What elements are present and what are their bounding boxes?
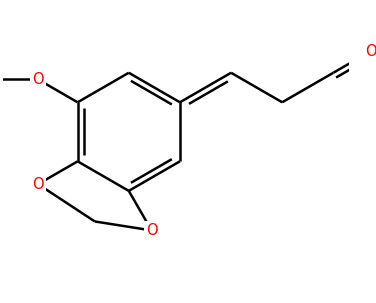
- Text: O: O: [32, 177, 44, 192]
- Text: O: O: [32, 72, 44, 87]
- Text: O: O: [365, 44, 376, 58]
- Text: O: O: [146, 223, 158, 238]
